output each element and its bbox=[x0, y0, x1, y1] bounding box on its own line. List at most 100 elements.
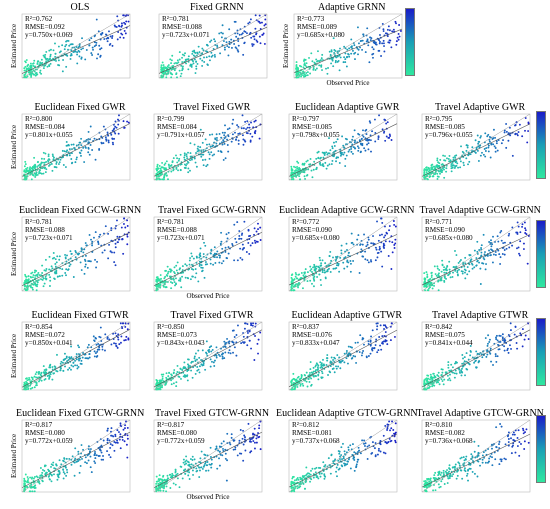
scatter-point bbox=[258, 35, 261, 38]
scatter-point bbox=[293, 479, 296, 482]
scatter-point bbox=[243, 342, 245, 344]
scatter-point bbox=[314, 69, 317, 71]
scatter-point bbox=[251, 135, 254, 138]
scatter-point bbox=[331, 147, 334, 150]
scatter-point bbox=[237, 125, 240, 128]
scatter-point bbox=[217, 150, 220, 152]
scatter-point bbox=[127, 20, 130, 23]
scatter-point bbox=[25, 381, 28, 384]
scatter-point bbox=[295, 380, 297, 383]
scatter-point bbox=[258, 137, 261, 140]
scatter-point bbox=[354, 139, 357, 142]
scatter-point bbox=[456, 474, 459, 477]
scatter-point bbox=[324, 262, 327, 265]
scatter-point bbox=[191, 275, 194, 278]
scatter-point bbox=[516, 436, 519, 439]
scatter-point bbox=[516, 233, 519, 235]
scatter-point bbox=[470, 258, 473, 261]
scatter-point bbox=[468, 363, 471, 366]
scatter-point bbox=[177, 169, 179, 172]
scatter-point bbox=[193, 157, 196, 160]
scatter-point bbox=[210, 350, 213, 353]
scatter-point bbox=[316, 151, 319, 154]
scatter-point bbox=[216, 256, 218, 259]
scatter-point bbox=[295, 479, 298, 481]
scatter-point bbox=[247, 22, 250, 25]
fit-equation: y=0.723x+0.071 bbox=[157, 234, 205, 242]
scatter-point bbox=[94, 352, 97, 355]
scatter-point bbox=[291, 174, 294, 177]
scatter-point bbox=[62, 359, 65, 361]
scatter-point bbox=[99, 336, 102, 339]
scatter-point bbox=[123, 21, 126, 24]
scatter-point bbox=[308, 472, 311, 475]
scatter-point bbox=[254, 119, 257, 122]
scatter-point bbox=[24, 273, 27, 276]
scatter-plot bbox=[158, 13, 268, 79]
scatter-point bbox=[257, 20, 260, 23]
scatter-point bbox=[57, 59, 60, 62]
plot-frame bbox=[288, 419, 398, 493]
scatter-point bbox=[56, 370, 59, 373]
scatter-point bbox=[460, 369, 463, 372]
scatter-point bbox=[350, 46, 353, 49]
scatter-point bbox=[366, 445, 369, 448]
scatter-point bbox=[40, 58, 43, 61]
scatter-point bbox=[358, 351, 361, 354]
scatter-point bbox=[448, 464, 451, 467]
scatter-point bbox=[366, 458, 369, 460]
scatter-point bbox=[372, 235, 374, 237]
scatter-point bbox=[80, 57, 83, 60]
scatter-point bbox=[398, 35, 401, 38]
scatter-point bbox=[101, 251, 104, 254]
scatter-point bbox=[155, 169, 158, 172]
scatter-point bbox=[484, 155, 487, 158]
scatter-point bbox=[295, 61, 298, 64]
scatter-point bbox=[459, 166, 462, 169]
scatter-point bbox=[445, 167, 448, 170]
scatter-point bbox=[189, 257, 192, 259]
scatter-point bbox=[39, 373, 42, 376]
scatter-point bbox=[227, 351, 230, 354]
scatter-point bbox=[440, 270, 443, 273]
scatter-point bbox=[309, 368, 312, 371]
rmse-stat: RMSE=0.088 bbox=[157, 226, 197, 234]
scatter-point bbox=[89, 448, 92, 450]
scatter-point bbox=[297, 478, 300, 481]
scatter-point bbox=[335, 470, 337, 473]
scatter-point bbox=[382, 451, 385, 454]
scatter-point bbox=[24, 178, 27, 181]
scatter-point bbox=[204, 261, 207, 263]
scatter-point bbox=[229, 443, 232, 446]
scatter-point bbox=[500, 425, 503, 428]
scatter-point bbox=[54, 366, 57, 369]
scatter-point bbox=[159, 283, 162, 286]
scatter-point bbox=[484, 132, 487, 135]
scatter-point bbox=[509, 344, 511, 347]
scatter-point bbox=[170, 383, 173, 386]
scatter-point bbox=[183, 154, 186, 157]
scatter-point bbox=[447, 361, 450, 364]
scatter-point bbox=[75, 353, 78, 355]
scatter-point bbox=[377, 239, 380, 242]
scatter-point bbox=[309, 265, 312, 268]
scatter-point bbox=[93, 35, 96, 38]
scatter-point bbox=[330, 453, 333, 456]
scatter-point bbox=[359, 142, 362, 145]
identity-line bbox=[421, 113, 531, 181]
scatter-point bbox=[332, 37, 335, 40]
fit-line bbox=[21, 329, 131, 388]
scatter-point bbox=[110, 343, 113, 346]
scatter-point bbox=[220, 31, 223, 34]
scatter-point bbox=[471, 146, 474, 149]
scatter-point bbox=[455, 372, 458, 375]
scatter-point bbox=[25, 67, 28, 70]
scatter-point bbox=[323, 465, 326, 468]
scatter-point bbox=[101, 32, 104, 35]
scatter-point bbox=[40, 172, 43, 175]
scatter-point bbox=[376, 325, 379, 328]
scatter-plot bbox=[421, 113, 531, 181]
fit-line bbox=[158, 26, 268, 74]
scatter-point bbox=[65, 144, 68, 147]
scatter-point bbox=[443, 276, 446, 279]
